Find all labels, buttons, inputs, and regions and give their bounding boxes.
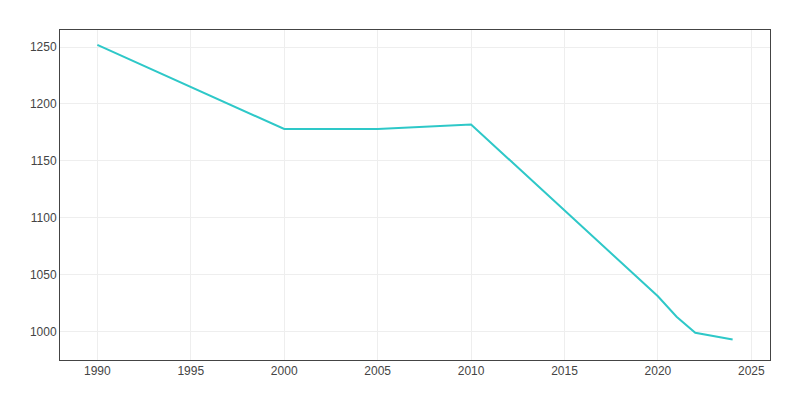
svg-text:2025: 2025 <box>738 364 765 378</box>
svg-text:1050: 1050 <box>30 268 57 282</box>
svg-text:2010: 2010 <box>458 364 485 378</box>
svg-text:2005: 2005 <box>364 364 391 378</box>
svg-text:2000: 2000 <box>271 364 298 378</box>
svg-text:1000: 1000 <box>30 325 57 339</box>
svg-text:1200: 1200 <box>30 97 57 111</box>
svg-text:1150: 1150 <box>31 154 57 168</box>
svg-text:1995: 1995 <box>177 364 204 378</box>
svg-text:1100: 1100 <box>31 211 57 225</box>
svg-text:1250: 1250 <box>30 40 57 54</box>
svg-text:1990: 1990 <box>84 364 111 378</box>
svg-text:2020: 2020 <box>645 364 672 378</box>
svg-text:2015: 2015 <box>551 364 578 378</box>
